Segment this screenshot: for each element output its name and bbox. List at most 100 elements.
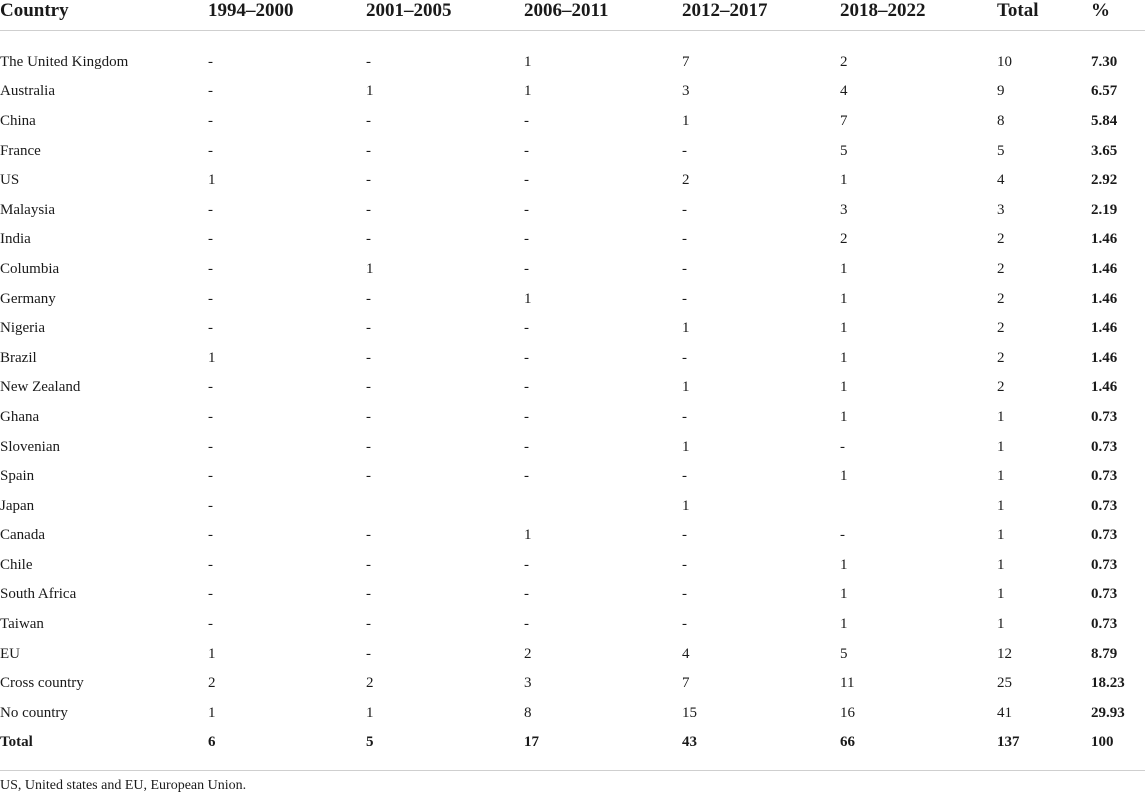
count-cell: 41: [997, 704, 1012, 721]
count-cell: 1: [682, 320, 690, 337]
header-2006-2011: 2006–2011: [524, 0, 609, 21]
percent-cell: 0.73: [1091, 408, 1118, 425]
count-cell: 1: [524, 83, 532, 100]
count-cell: -: [366, 142, 371, 159]
count-cell: -: [840, 438, 845, 455]
count-cell: -: [366, 172, 371, 189]
count-cell: -: [208, 556, 213, 573]
table-row: Spain - - - - 1 1 0.73: [0, 461, 1145, 491]
count-cell: -: [208, 290, 213, 307]
country-cell: Slovenian: [0, 438, 60, 455]
table-row: France - - - - 5 5 3.65: [0, 136, 1145, 166]
table-row: Cross country 2 2 3 7 11 25 18.23: [0, 668, 1145, 698]
country-cell: Germany: [0, 290, 56, 307]
count-cell: 3: [524, 675, 532, 692]
table-row: Columbia - 1 - - 1 2 1.46: [0, 254, 1145, 284]
table-row: New Zealand - - - 1 1 2 1.46: [0, 373, 1145, 403]
count-cell: -: [682, 231, 687, 248]
count-cell: 3: [840, 201, 848, 218]
percent-cell: 18.23: [1091, 675, 1125, 692]
count-cell: 12: [997, 645, 1012, 662]
percent-cell: 1.46: [1091, 290, 1118, 307]
count-cell: 1: [366, 260, 374, 277]
country-cell: Malaysia: [0, 201, 55, 218]
count-cell: -: [366, 527, 371, 544]
count-cell: -: [682, 556, 687, 573]
total-value-cell: 66: [840, 734, 855, 751]
count-cell: 2: [997, 379, 1005, 396]
header-total: Total: [997, 0, 1039, 21]
table-body: The United Kingdom - -1 7 2 10 7.30 Australia -1…: [0, 31, 1145, 758]
count-cell: 1: [997, 497, 1005, 514]
total-value-cell: 6: [208, 734, 216, 751]
count-cell: 1: [682, 379, 690, 396]
table-row: China - - - 1 7 8 5.84: [0, 106, 1145, 136]
header-percent: %: [1091, 0, 1110, 21]
count-cell: 1: [524, 53, 532, 70]
count-cell: 7: [840, 112, 848, 129]
count-cell: -: [208, 497, 213, 514]
table-row: Ghana - - - - 1 1 0.73: [0, 402, 1145, 432]
count-cell: 3: [682, 83, 690, 100]
count-cell: 2: [840, 231, 848, 248]
count-cell: 1: [997, 408, 1005, 425]
count-cell: 2: [997, 231, 1005, 248]
country-cell: South Africa: [0, 586, 77, 603]
count-cell: -: [208, 231, 213, 248]
count-cell: -: [524, 231, 529, 248]
table-row: Australia - 1 1 3 4 9 6.57: [0, 77, 1145, 107]
count-cell: 11: [840, 675, 855, 692]
percent-cell: 1.46: [1091, 379, 1118, 396]
count-cell: [366, 491, 524, 521]
count-cell: -: [524, 112, 529, 129]
count-cell: 1: [840, 556, 848, 573]
percent-cell: 3.65: [1091, 142, 1118, 159]
country-cell: Chile: [0, 556, 33, 573]
count-cell: 2: [208, 675, 216, 692]
count-cell: -: [524, 260, 529, 277]
count-cell: -: [366, 349, 371, 366]
count-cell: -: [208, 112, 213, 129]
country-cell: No country: [0, 704, 68, 721]
count-cell: -: [208, 379, 213, 396]
count-cell: 5: [840, 645, 848, 662]
count-cell: -: [682, 586, 687, 603]
percent-cell: 29.93: [1091, 704, 1125, 721]
count-cell: 1: [208, 172, 216, 189]
count-cell: -: [208, 142, 213, 159]
count-cell: 1: [682, 112, 690, 129]
country-cell: China: [0, 112, 36, 129]
count-cell: 7: [682, 675, 690, 692]
count-cell: -: [208, 83, 213, 100]
count-cell: 1: [997, 468, 1005, 485]
table-footnote: US, United states and EU, European Union…: [0, 778, 247, 793]
percent-cell: 0.73: [1091, 438, 1118, 455]
count-cell: 1: [208, 645, 216, 662]
count-cell: -: [524, 408, 529, 425]
count-cell: 3: [997, 201, 1005, 218]
count-cell: -: [366, 112, 371, 129]
count-cell: -: [682, 260, 687, 277]
count-cell: -: [208, 616, 213, 633]
count-cell: 1: [840, 408, 848, 425]
country-cell: Cross country: [0, 675, 84, 692]
table-row: Nigeria - - - 1 1 2 1.46: [0, 313, 1145, 343]
percent-cell: 1.46: [1091, 349, 1118, 366]
percent-cell: 0.73: [1091, 556, 1118, 573]
count-cell: -: [682, 616, 687, 633]
count-cell: -: [840, 527, 845, 544]
percent-cell: 0.73: [1091, 497, 1118, 514]
count-cell: -: [524, 616, 529, 633]
count-cell: 1: [840, 172, 848, 189]
bottom-rule: [0, 770, 1145, 771]
country-cell: Spain: [0, 468, 35, 485]
count-cell: -: [524, 320, 529, 337]
count-cell: 5: [840, 142, 848, 159]
count-cell: 1: [997, 586, 1005, 603]
count-cell: -: [524, 379, 529, 396]
count-cell: 1: [840, 616, 848, 633]
count-cell: 2: [997, 349, 1005, 366]
count-cell: -: [366, 53, 371, 70]
count-cell: -: [682, 142, 687, 159]
count-cell: -: [524, 556, 529, 573]
